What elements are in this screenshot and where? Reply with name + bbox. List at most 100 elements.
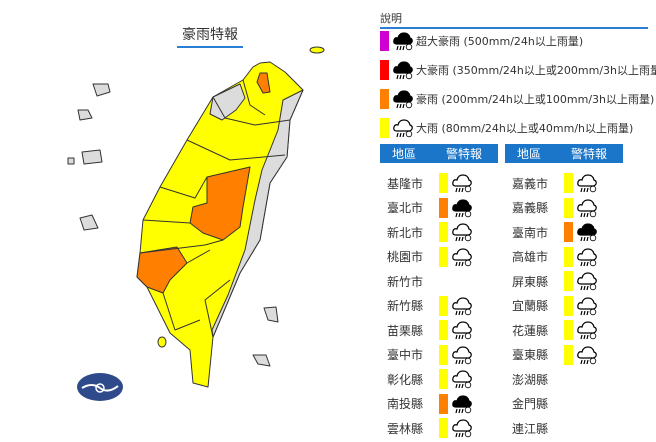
legend-item-super_torrential: 超大豪雨 (500mm/24h以上雨量) bbox=[380, 30, 583, 52]
warning-color-bar bbox=[564, 295, 573, 316]
warning-color-bar bbox=[439, 173, 448, 193]
cloud-rain-outline-icon bbox=[452, 247, 472, 266]
region-taipei bbox=[256, 72, 271, 94]
region-name: 嘉義市 bbox=[512, 176, 549, 191]
warning-color-bar bbox=[439, 197, 448, 218]
region-name: 臺北市 bbox=[387, 201, 424, 215]
table-row: 屏東縣 bbox=[505, 270, 598, 292]
table-row: 連江縣 bbox=[505, 417, 564, 439]
region-name: 連江縣 bbox=[512, 421, 549, 436]
legend-item-torrential: 豪雨 (200mm/24h以上或100mm/3h以上雨量) bbox=[380, 88, 654, 110]
warning-color-bar bbox=[564, 246, 573, 267]
warning-color-bar bbox=[439, 222, 448, 242]
legend-label: 大豪雨 (350mm/24h以上或200mm/3h以上雨量) bbox=[416, 64, 656, 77]
warning-color-bar bbox=[439, 393, 448, 414]
warning-color-bar bbox=[564, 344, 573, 365]
region-name: 新竹市 bbox=[387, 274, 424, 289]
region-name: 金門縣 bbox=[512, 397, 549, 411]
region-name: 高雄市 bbox=[512, 250, 549, 264]
col-region: 地區 bbox=[392, 147, 417, 161]
region-name: 臺南市 bbox=[512, 225, 549, 240]
table-row: 基隆市 bbox=[380, 172, 473, 194]
table-header-right: 地區 警特報 bbox=[505, 144, 623, 163]
table-row: 嘉義縣 bbox=[505, 197, 598, 219]
taiwan-warning-map bbox=[67, 46, 325, 401]
warning-color-bar bbox=[564, 271, 573, 291]
cloud-heavy-rain-filled-icon bbox=[393, 61, 413, 80]
region-name: 南投縣 bbox=[387, 397, 424, 411]
cloud-rain-outline-icon bbox=[452, 174, 472, 193]
warning-color-bar bbox=[439, 295, 448, 316]
island-green bbox=[263, 306, 279, 323]
region-name: 彰化縣 bbox=[387, 372, 424, 387]
table-row: 桃園市 bbox=[380, 246, 473, 268]
cloud-rain-outline-icon bbox=[452, 345, 472, 364]
legend-label: 大雨 (80mm/24h以上或40mm/h以上雨量) bbox=[416, 122, 634, 135]
legend-heading: 說明 bbox=[380, 10, 648, 29]
cloud-rain-filled-icon bbox=[577, 223, 597, 242]
cloud-rain-outline-icon bbox=[452, 370, 472, 389]
warning-color-bar bbox=[439, 246, 448, 267]
cloud-rain-outline-icon bbox=[577, 296, 597, 315]
table-row: 新竹縣 bbox=[380, 295, 473, 317]
cloud-rain-outline-icon bbox=[577, 321, 597, 340]
map-title: 豪雨特報 bbox=[177, 24, 243, 48]
table-header-left: 地區 警特報 bbox=[380, 144, 498, 163]
warning-color-bar bbox=[564, 320, 573, 340]
region-name: 嘉義縣 bbox=[512, 201, 549, 215]
cloud-rain-outline-icon bbox=[452, 419, 472, 438]
warning-color-bar bbox=[564, 173, 573, 193]
cloud-rain-filled-icon bbox=[452, 394, 472, 413]
table-row: 雲林縣 bbox=[380, 417, 473, 439]
region-name: 屏東縣 bbox=[512, 274, 549, 289]
cloud-rain-outline-icon bbox=[577, 272, 597, 291]
region-northwest-no-warning bbox=[209, 83, 246, 121]
island-xiaoliuqiu bbox=[157, 336, 167, 348]
region-name: 基隆市 bbox=[387, 176, 424, 191]
table-row: 臺東縣 bbox=[505, 344, 598, 366]
table-row: 金門縣 bbox=[505, 393, 564, 415]
warning-color-bar bbox=[439, 344, 448, 365]
island-matsu bbox=[309, 46, 325, 54]
legend-color-swatch bbox=[380, 60, 389, 80]
region-name: 新竹縣 bbox=[387, 299, 424, 313]
region-name: 苗栗縣 bbox=[387, 323, 424, 338]
cloud-rain-outline-icon bbox=[452, 223, 472, 242]
table-row: 嘉義市 bbox=[505, 172, 598, 194]
cloud-rain-outline-icon bbox=[577, 247, 597, 266]
table-row: 南投縣 bbox=[380, 393, 473, 415]
col-warning: 警特報 bbox=[571, 147, 608, 161]
legend-color-swatch bbox=[380, 118, 389, 138]
legend-item-extremely_heavy: 大豪雨 (350mm/24h以上或200mm/3h以上雨量) bbox=[380, 59, 656, 81]
warning-color-bar bbox=[439, 320, 448, 340]
cloud-rain-outline-icon bbox=[452, 296, 472, 315]
col-warning: 警特報 bbox=[446, 147, 483, 161]
region-east-no-warning bbox=[211, 89, 304, 338]
warning-color-bar bbox=[564, 197, 573, 218]
legend-item-heavy: 大雨 (80mm/24h以上或40mm/h以上雨量) bbox=[380, 117, 633, 139]
cloud-rain-outline-icon bbox=[452, 321, 472, 340]
cloud-rain-outline-icon bbox=[393, 119, 413, 138]
cloud-rain-outline-icon bbox=[577, 174, 597, 193]
table-row: 臺南市 bbox=[505, 221, 598, 243]
warning-color-bar bbox=[439, 418, 448, 438]
cloud-rain-filled-icon bbox=[393, 90, 413, 109]
legend-color-swatch bbox=[380, 89, 389, 109]
region-name: 宜蘭縣 bbox=[512, 299, 549, 313]
cwb-logo bbox=[77, 373, 123, 401]
table-row: 臺北市 bbox=[380, 197, 473, 219]
warning-color-bar bbox=[439, 369, 448, 389]
table-row: 苗栗縣 bbox=[380, 319, 473, 341]
table-row: 宜蘭縣 bbox=[505, 295, 598, 317]
region-name: 雲林縣 bbox=[387, 421, 424, 436]
warning-color-bar bbox=[564, 222, 573, 242]
region-name: 澎湖縣 bbox=[512, 372, 549, 387]
table-row: 彰化縣 bbox=[380, 368, 473, 390]
region-nantou bbox=[189, 166, 251, 241]
region-name: 花蓮縣 bbox=[512, 323, 549, 338]
island-penghu bbox=[67, 83, 111, 231]
legend-label: 豪雨 (200mm/24h以上或100mm/3h以上雨量) bbox=[416, 93, 655, 106]
table-row: 花蓮縣 bbox=[505, 319, 598, 341]
region-name: 新北市 bbox=[387, 225, 424, 240]
cloud-rain-outline-icon bbox=[577, 345, 597, 364]
